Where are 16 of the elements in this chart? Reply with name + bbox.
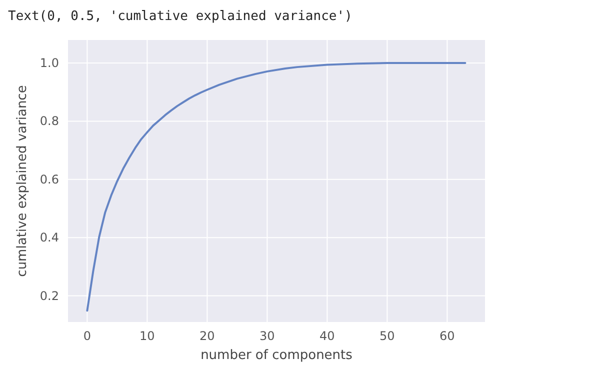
x-tick-label: 10 [140,329,155,343]
y-tick-label: 0.2 [40,288,59,303]
x-tick-label: 60 [440,329,455,343]
line-series [86,62,466,312]
x-tick-label: 40 [320,329,335,343]
y-tick-label: 0.8 [40,114,59,128]
x-axis-title: number of components [200,348,353,363]
x-tick-label: 50 [380,329,395,343]
y-tick-label: 0.4 [40,230,59,245]
x-tick-label: 20 [200,329,215,343]
y-axis-title: cumlative explained variance [15,85,30,277]
x-tick-label: 30 [260,329,275,343]
x-tick-label: 0 [83,329,92,343]
y-tick-label: 1.0 [40,56,59,70]
text: Text(0, 0.5, 'cumlative explained variance') [8,9,352,24]
y-tick-label: 0.6 [40,172,59,186]
